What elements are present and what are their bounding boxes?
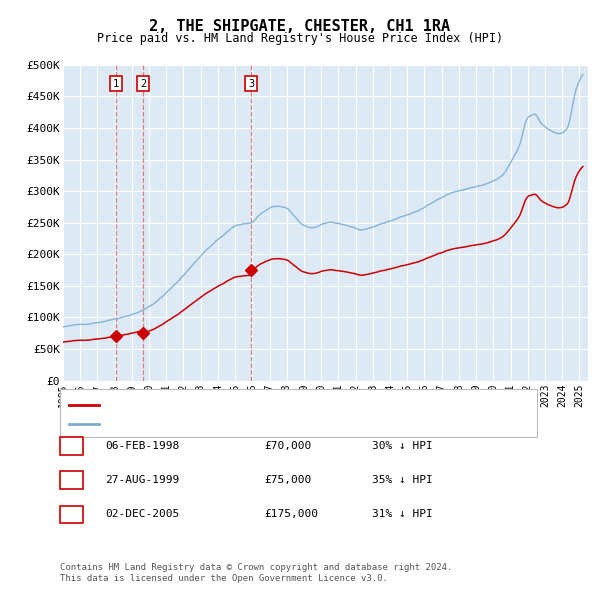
Text: 2, THE SHIPGATE, CHESTER, CH1 1RA (detached house): 2, THE SHIPGATE, CHESTER, CH1 1RA (detac…: [105, 401, 430, 410]
Text: 35% ↓ HPI: 35% ↓ HPI: [372, 476, 433, 485]
Text: 27-AUG-1999: 27-AUG-1999: [105, 476, 179, 485]
Text: £70,000: £70,000: [264, 441, 311, 451]
Text: Price paid vs. HM Land Registry's House Price Index (HPI): Price paid vs. HM Land Registry's House …: [97, 32, 503, 45]
Text: 30% ↓ HPI: 30% ↓ HPI: [372, 441, 433, 451]
Text: HPI: Average price, detached house, Cheshire West and Chester: HPI: Average price, detached house, Ches…: [105, 419, 502, 428]
Text: 2: 2: [68, 476, 75, 485]
Text: £175,000: £175,000: [264, 510, 318, 519]
Text: 1: 1: [68, 441, 75, 451]
Text: 2, THE SHIPGATE, CHESTER, CH1 1RA: 2, THE SHIPGATE, CHESTER, CH1 1RA: [149, 19, 451, 34]
Text: 1: 1: [113, 79, 119, 89]
Text: 3: 3: [68, 510, 75, 519]
Text: This data is licensed under the Open Government Licence v3.0.: This data is licensed under the Open Gov…: [60, 574, 388, 583]
Text: 06-FEB-1998: 06-FEB-1998: [105, 441, 179, 451]
Text: 3: 3: [248, 79, 254, 89]
Text: 02-DEC-2005: 02-DEC-2005: [105, 510, 179, 519]
Text: £75,000: £75,000: [264, 476, 311, 485]
Text: 31% ↓ HPI: 31% ↓ HPI: [372, 510, 433, 519]
Text: 2: 2: [140, 79, 146, 89]
Text: Contains HM Land Registry data © Crown copyright and database right 2024.: Contains HM Land Registry data © Crown c…: [60, 563, 452, 572]
